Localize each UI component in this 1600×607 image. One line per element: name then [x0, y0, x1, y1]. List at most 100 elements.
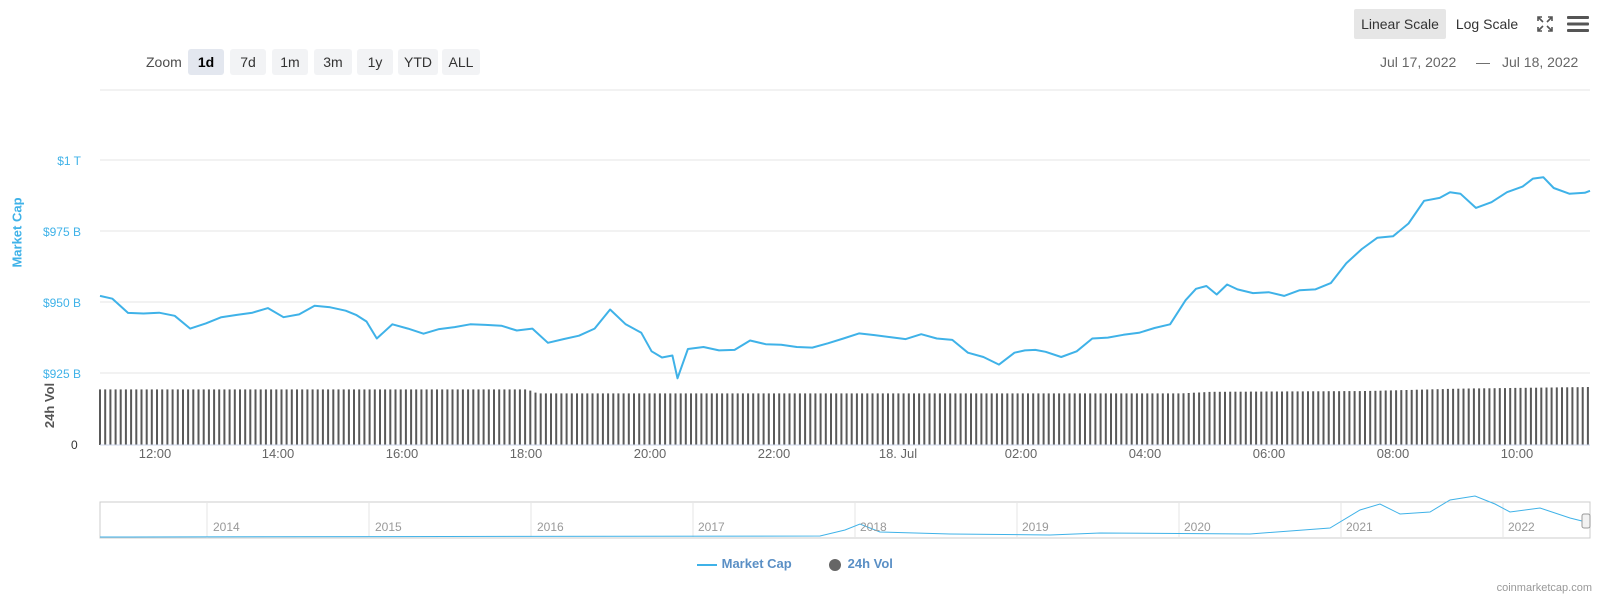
volume-bar: [441, 389, 444, 445]
navigator-handle[interactable]: [1581, 513, 1591, 529]
volume-bar: [156, 389, 158, 445]
volume-bar: [534, 392, 537, 445]
volume-bar: [970, 393, 972, 445]
volume-bar: [1110, 393, 1112, 445]
x-tick-label: 22:00: [757, 446, 791, 461]
legend-24h-vol[interactable]: 24h Vol: [828, 555, 893, 573]
volume-bar: [420, 389, 423, 445]
volume-bar: [876, 393, 879, 445]
volume-bar: [1130, 393, 1133, 445]
volume-bar: [938, 393, 941, 445]
volume-bar: [207, 389, 210, 445]
volume-bar: [389, 389, 392, 445]
volume-bar: [1234, 391, 1237, 445]
nav-year-label: 2014: [213, 520, 240, 534]
legend-market-cap-label: Market Cap: [721, 556, 792, 571]
y-tick-label: $950 B: [42, 296, 81, 310]
volume-bar: [674, 393, 677, 445]
legend-line-icon: [697, 564, 717, 566]
volume-bar: [373, 389, 376, 445]
volume-bar: [736, 393, 739, 445]
volume-bar: [679, 393, 682, 445]
volume-bar: [1218, 391, 1221, 445]
volume-bar: [1395, 390, 1398, 445]
volume-bar: [482, 389, 485, 445]
volume-bar: [804, 393, 807, 445]
volume-bar: [1161, 393, 1164, 445]
navigator[interactable]: [0, 490, 1600, 550]
volume-bar: [1281, 391, 1283, 445]
volume-bar: [1322, 391, 1325, 445]
legend-market-cap[interactable]: Market Cap: [696, 555, 792, 573]
volume-bar: [933, 393, 936, 445]
linear-scale-button[interactable]: Linear Scale: [1354, 9, 1446, 39]
volume-bar: [959, 393, 962, 445]
volume-bar: [1312, 391, 1315, 445]
volume-bar: [762, 393, 765, 445]
volume-bar: [270, 389, 273, 445]
volume-bar: [109, 389, 112, 445]
zoom-1y-button[interactable]: 1y: [357, 49, 393, 75]
volume-bar: [503, 389, 506, 445]
volume-bar: [1172, 393, 1175, 445]
volume-bar: [99, 389, 101, 445]
volume-bar: [1182, 393, 1185, 445]
y-tick-label: $975 B: [42, 225, 81, 239]
volume-bar: [259, 389, 262, 445]
volume-bar: [1338, 391, 1341, 445]
volume-bar: [1441, 389, 1444, 445]
x-tick-label: 14:00: [261, 446, 295, 461]
volume-bar: [648, 393, 651, 445]
volume-bar: [1514, 387, 1517, 445]
volume-bar: [710, 393, 713, 445]
y-tick-label: $1 T: [57, 154, 81, 168]
zoom-ytd-button[interactable]: YTD: [398, 49, 438, 75]
zoom-3m-button[interactable]: 3m: [314, 49, 352, 75]
volume-bar: [855, 393, 858, 445]
volume-bar: [633, 393, 635, 445]
volume-bar: [1524, 387, 1527, 445]
volume-bar: [456, 389, 459, 445]
nav-year-label: 2018: [860, 520, 887, 534]
volume-bar: [1224, 391, 1226, 445]
volume-bar: [1384, 390, 1387, 445]
volume-bar: [223, 389, 226, 445]
volume-bar: [1374, 390, 1377, 445]
volume-bar: [1032, 393, 1035, 445]
volume-bar: [1001, 393, 1004, 445]
volume-bar: [1187, 393, 1190, 445]
volume-bar: [617, 393, 620, 445]
volume-bar: [555, 393, 558, 445]
volume-bar: [192, 389, 195, 445]
volume-bar: [1203, 392, 1206, 445]
volume-bar: [467, 389, 470, 445]
volume-bar: [296, 389, 298, 445]
volume-bar: [254, 389, 257, 445]
volume-bar: [1545, 387, 1548, 445]
log-scale-button[interactable]: Log Scale: [1455, 16, 1519, 32]
volume-bar: [964, 393, 967, 445]
volume-bar: [767, 393, 770, 445]
market-cap-chart: [99, 89, 1591, 446]
volume-bar: [1389, 390, 1392, 445]
volume-bar: [601, 393, 604, 445]
volume-bar: [757, 393, 760, 445]
x-tick-label: 06:00: [1252, 446, 1286, 461]
hamburger-menu-icon[interactable]: [1563, 9, 1593, 39]
credit-link[interactable]: coinmarketcap.com: [1496, 582, 1592, 594]
volume-bar: [1446, 388, 1449, 445]
volume-bar: [949, 393, 952, 445]
volume-bar: [1415, 389, 1418, 445]
volume-bar: [845, 393, 848, 445]
zoom-7d-button[interactable]: 7d: [230, 49, 266, 75]
zoom-1m-button[interactable]: 1m: [272, 49, 308, 75]
volume-bar: [415, 389, 418, 445]
volume-bar: [280, 389, 283, 445]
volume-bar: [721, 393, 724, 445]
zoom-all-button[interactable]: ALL: [442, 49, 480, 75]
zoom-1d-button[interactable]: 1d: [188, 49, 224, 75]
volume-bar: [384, 389, 387, 445]
volume-bar: [695, 393, 698, 445]
volume-bar: [1094, 393, 1097, 445]
fullscreen-icon[interactable]: [1530, 9, 1560, 39]
